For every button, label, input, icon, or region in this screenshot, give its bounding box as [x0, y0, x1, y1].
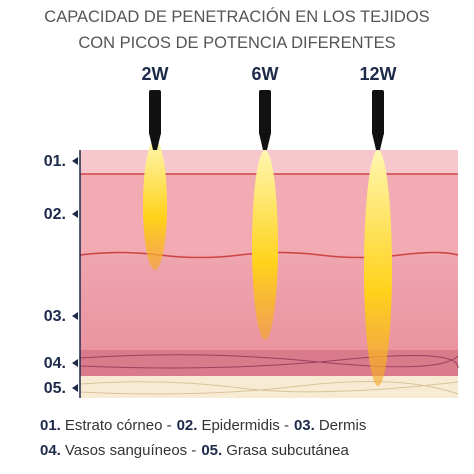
probe-label: 2W — [142, 64, 169, 84]
legend-line: 01. Estrato córneo - 02. Epidermidis - 03. De… — [40, 417, 366, 434]
probes — [149, 90, 384, 150]
legend-number: 01. — [40, 417, 61, 434]
title-line: CAPACIDAD DE PENETRACIÓN EN LOS TEJIDOS — [44, 7, 429, 26]
layer-label: 05. — [44, 380, 66, 397]
legend-name: Estrato córneo - — [65, 417, 172, 434]
legend-name: Dermis — [319, 417, 367, 434]
title-line: CON PICOS DE POTENCIA DIFERENTES — [78, 34, 395, 52]
probe-label: 6W — [252, 64, 279, 84]
legend-name: Grasa subcutánea — [226, 442, 349, 459]
layer-arrows — [72, 157, 78, 392]
legend-name: Vasos sanguíneos - — [65, 442, 196, 459]
layer-label: 04. — [44, 355, 66, 372]
beams — [143, 140, 392, 386]
legend-number: 03. — [294, 417, 315, 434]
legend-number: 05. — [201, 442, 222, 459]
layer-label: 03. — [44, 308, 66, 325]
layer-label: 01. — [44, 153, 66, 170]
legend-name: Epidermidis - — [201, 417, 289, 434]
layer-label: 02. — [44, 206, 66, 223]
legend-number: 04. — [40, 442, 61, 459]
legend-line: 04. Vasos sanguíneos - 05. Grasa subcutánea — [40, 442, 349, 459]
legend-number: 02. — [177, 417, 198, 434]
probe-label: 12W — [359, 64, 396, 84]
